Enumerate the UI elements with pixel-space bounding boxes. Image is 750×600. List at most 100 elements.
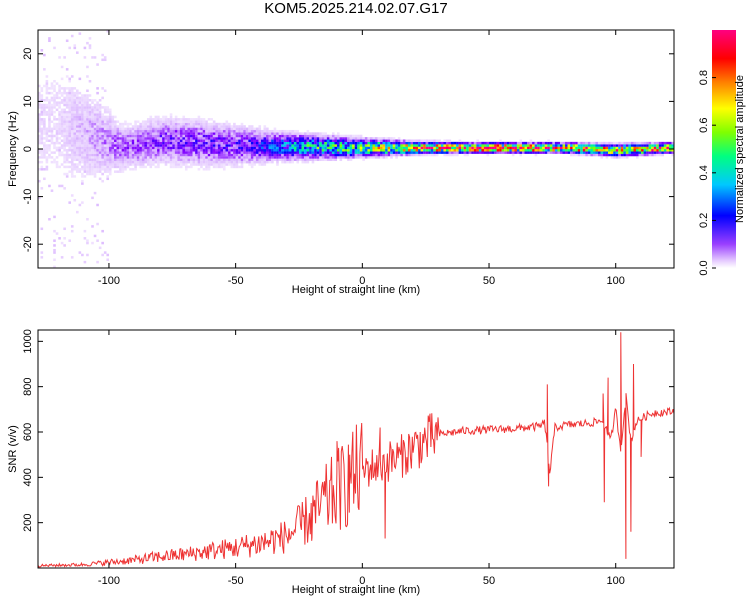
spectrogram-cell bbox=[126, 141, 130, 145]
spectrogram-cell bbox=[81, 158, 84, 162]
spectrogram-cell bbox=[342, 139, 345, 142]
spectrogram-cell bbox=[114, 146, 117, 150]
spectrogram-cell bbox=[144, 120, 148, 123]
spectrogram-cell bbox=[106, 177, 110, 181]
spectrogram-cell bbox=[435, 151, 439, 154]
spectrogram-cell bbox=[91, 101, 94, 104]
spectrogram-cell bbox=[129, 146, 132, 150]
spectrogram-cell bbox=[58, 56, 61, 59]
spectrogram-cell bbox=[306, 149, 310, 152]
spectrogram-cell bbox=[620, 141, 624, 145]
spectrogram-cell bbox=[481, 141, 485, 145]
spectrogram-cell bbox=[633, 151, 637, 154]
spectrogram-cell bbox=[91, 122, 94, 126]
spectrogram-cell bbox=[70, 132, 74, 135]
spectrogram-cell bbox=[63, 118, 66, 121]
spectrogram-cell bbox=[205, 151, 208, 154]
spectrogram-cell bbox=[266, 146, 269, 150]
spectrogram-cell bbox=[382, 151, 386, 154]
spectrogram-cell bbox=[159, 156, 163, 159]
spectrogram-cell bbox=[451, 149, 454, 152]
spectrogram-cell bbox=[68, 106, 72, 109]
spectrogram-cell bbox=[276, 137, 279, 140]
spectrogram-cell bbox=[60, 110, 64, 114]
spectrogram-cell bbox=[101, 129, 104, 133]
spectrogram-cell bbox=[98, 146, 102, 150]
spectrogram-cell bbox=[73, 122, 77, 126]
spectrogram-cell bbox=[413, 139, 416, 142]
spectrogram-cell bbox=[190, 156, 193, 159]
spectrogram-cell bbox=[372, 137, 376, 140]
spectrogram-cell bbox=[658, 146, 662, 150]
spectrogram-cell bbox=[364, 153, 368, 157]
spectrogram-cell bbox=[245, 141, 249, 145]
spectrogram-cell bbox=[195, 120, 198, 123]
spectrogram-cell bbox=[141, 156, 145, 159]
spectrogram-cell bbox=[159, 118, 163, 121]
spectrogram-cell bbox=[207, 118, 211, 121]
spectrogram-cell bbox=[456, 141, 459, 145]
spectrogram-cell bbox=[164, 156, 168, 159]
spectrogram-cell bbox=[103, 146, 107, 150]
spectrogram-cell bbox=[60, 125, 64, 128]
spectrogram-cell bbox=[319, 149, 322, 152]
spectrogram-cell bbox=[68, 125, 72, 128]
spectrogram-cell bbox=[585, 153, 588, 157]
spectrogram-cell bbox=[263, 158, 267, 162]
spectrogram-cell bbox=[96, 108, 99, 112]
spectrogram-cell bbox=[202, 163, 206, 166]
spectrogram-cell bbox=[172, 158, 175, 162]
spectrogram-cell bbox=[217, 134, 221, 138]
spectrogram-cell bbox=[159, 144, 163, 147]
spectrogram-cell bbox=[354, 156, 358, 159]
spectrogram-cell bbox=[197, 118, 201, 121]
spectrogram-cell bbox=[304, 151, 307, 154]
spectrogram-cell bbox=[255, 146, 259, 150]
colorbar-ticks: 0.00.20.40.60.8 bbox=[698, 70, 716, 276]
spectrogram-cell bbox=[202, 127, 206, 131]
spectrogram-cell bbox=[182, 125, 186, 128]
spectrogram-cell bbox=[91, 165, 94, 169]
spectrogram-cell bbox=[600, 151, 604, 154]
spectrogram-cell bbox=[169, 113, 173, 116]
spectrogram-cell bbox=[334, 153, 338, 157]
spectrogram-cell bbox=[597, 141, 601, 145]
spectrogram-cell bbox=[190, 163, 193, 166]
spectrogram-cell bbox=[68, 79, 72, 83]
spectrogram-cell bbox=[438, 151, 441, 154]
spectrogram-cell bbox=[174, 139, 178, 142]
spectrogram-cell bbox=[68, 101, 72, 104]
spectrogram-cell bbox=[86, 165, 89, 169]
spectrogram-cell bbox=[38, 84, 41, 88]
spectrogram-cell bbox=[641, 144, 644, 147]
spectrogram-cell bbox=[658, 153, 662, 157]
spectrogram-cell bbox=[499, 146, 502, 150]
spectrogram-cell bbox=[496, 141, 500, 145]
spectrogram-cell bbox=[240, 127, 244, 131]
spectrogram-cell bbox=[392, 149, 396, 152]
spectrogram-cell bbox=[238, 132, 241, 135]
spectrogram-cell bbox=[286, 137, 289, 140]
spectrogram-cell bbox=[260, 160, 264, 164]
spectrogram-cell bbox=[496, 144, 500, 147]
spectrogram-cell bbox=[253, 127, 256, 131]
spectrogram-cell bbox=[613, 146, 616, 150]
spectrogram-cell bbox=[53, 96, 56, 100]
spectrogram-cell bbox=[144, 160, 148, 164]
spectrogram-cell bbox=[648, 144, 652, 147]
spectrogram-cell bbox=[70, 153, 74, 157]
spectrogram-cell bbox=[207, 134, 211, 138]
spectrogram-cell bbox=[103, 141, 107, 145]
spectrogram-cell bbox=[48, 146, 51, 150]
spectrogram-cell bbox=[233, 129, 236, 133]
spectrogram-cell bbox=[159, 134, 163, 138]
spectrogram-cell bbox=[60, 115, 64, 119]
spectrogram-cell bbox=[486, 153, 490, 157]
spectrogram-cell bbox=[260, 153, 264, 157]
spectrogram-cell bbox=[468, 149, 472, 152]
spectrogram-cell bbox=[238, 139, 241, 142]
spectrogram-cell bbox=[108, 146, 112, 150]
spectrogram-cell bbox=[86, 160, 89, 164]
spectrogram-cell bbox=[271, 139, 274, 142]
spectrogram-cell bbox=[266, 160, 269, 164]
